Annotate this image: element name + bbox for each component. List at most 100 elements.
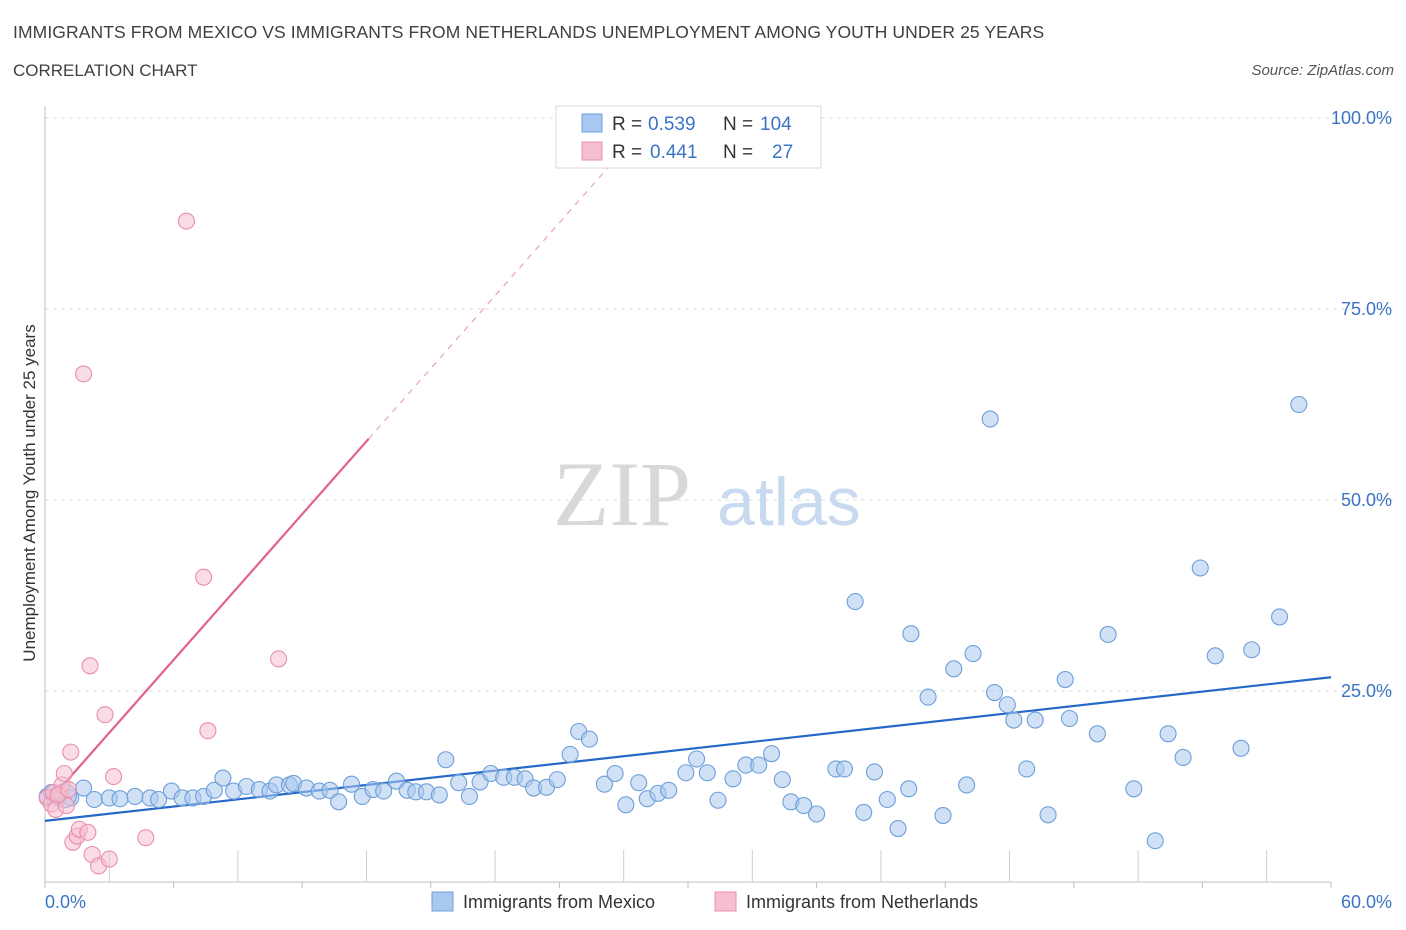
trendline-netherlands-extension: [368, 166, 610, 440]
mexico-point-89: [1026, 711, 1044, 729]
chart-title: IMMIGRANTS FROM MEXICO VS IMMIGRANTS FRO…: [13, 22, 1045, 42]
mexico-point-38: [450, 774, 468, 792]
mexico-point-27: [330, 793, 348, 811]
mexico-point-86: [998, 696, 1016, 714]
netherlands-point-26: [60, 781, 78, 799]
mexico-point-72: [846, 593, 864, 611]
mexico-point-97: [1159, 725, 1177, 743]
mexico-point-85: [985, 683, 1004, 702]
netherlands-point-17: [96, 706, 114, 724]
mexico-point-81: [945, 660, 963, 678]
mexico-point-48: [561, 745, 579, 763]
mexico-point-50: [580, 730, 598, 748]
zipatlas-watermark: ZIP atlas: [553, 443, 861, 545]
mexico-point-31: [375, 782, 393, 800]
mexico-point-90: [1039, 806, 1057, 824]
mexico-point-8: [126, 787, 144, 805]
bottom-legend-swatch-mexico: [431, 891, 454, 912]
y-tick-label-3: 100.0%: [1331, 108, 1392, 128]
tick-labels: 25.0% 50.0% 75.0% 100.0% 0.0% 60.0%: [45, 108, 1392, 912]
netherlands-point-6: [55, 764, 73, 783]
mexico-point-58: [677, 764, 695, 782]
bottom-legend: Immigrants from Mexico Immigrants from N…: [431, 891, 978, 912]
mexico-point-7: [111, 790, 129, 808]
netherlands-point-18: [100, 850, 118, 868]
mexico-point-100: [1206, 647, 1224, 665]
mexico-point-79: [919, 688, 937, 706]
mexico-point-57: [660, 781, 678, 799]
mexico-point-76: [889, 819, 907, 838]
mexico-point-61: [709, 791, 727, 809]
mexico-point-62: [724, 770, 742, 788]
mexico-point-54: [630, 774, 648, 792]
netherlands-point-22: [195, 568, 213, 586]
mexico-point-84: [981, 410, 999, 428]
mexico-point-104: [1290, 395, 1308, 414]
top-legend: R = 0.539 N = 104 R = 0.441 N = 27: [555, 105, 822, 169]
mexico-point-98: [1174, 748, 1192, 767]
netherlands-point-12: [75, 365, 93, 383]
bottom-legend-swatch-netherlands: [714, 891, 737, 912]
mexico-point-16: [214, 769, 232, 787]
bottom-legend-label-netherlands: Immigrants from Netherlands: [746, 892, 978, 912]
mexico-point-68: [795, 797, 813, 815]
bottom-legend-label-mexico: Immigrants from Mexico: [463, 892, 655, 912]
legend-r-value-mexico: 0.539: [648, 114, 696, 135]
grid-lines: [45, 117, 1393, 692]
y-axis-label: Unemployment Among Youth under 25 years: [20, 324, 39, 661]
y-tick-label-2: 75.0%: [1341, 299, 1392, 319]
mexico-point-96: [1146, 832, 1164, 850]
mexico-point-74: [865, 763, 884, 781]
mexico-point-93: [1088, 725, 1106, 743]
legend-r-value-netherlands: 0.441: [650, 142, 698, 163]
mexico-point-60: [698, 764, 716, 782]
netherlands-point-23: [199, 722, 217, 740]
netherlands-point-24: [270, 650, 288, 668]
legend-n-label-netherlands: N =: [723, 142, 753, 163]
netherlands-point-13: [79, 823, 97, 841]
legend-n-label-mexico: N =: [723, 114, 753, 135]
series-netherlands-points: [38, 212, 288, 875]
watermark-zip: ZIP: [553, 443, 691, 545]
netherlands-point-14: [81, 657, 99, 675]
mexico-point-102: [1243, 641, 1261, 659]
mexico-point-5: [85, 790, 103, 809]
legend-swatch-mexico: [581, 113, 603, 133]
source-credit: Source: ZipAtlas.com: [1251, 62, 1394, 79]
mexico-point-91: [1056, 670, 1074, 689]
x-tick-label-0: 0.0%: [45, 892, 86, 912]
mexico-point-87: [1005, 711, 1023, 729]
legend-r-label-mexico: R =: [612, 114, 642, 135]
legend-r-label-netherlands: R =: [612, 142, 642, 163]
mexico-point-47: [548, 771, 566, 789]
mexico-point-37: [437, 751, 455, 769]
mexico-point-75: [878, 790, 896, 809]
mexico-point-69: [808, 805, 826, 823]
mexico-point-52: [606, 764, 624, 783]
x-tick-label-1: 60.0%: [1341, 892, 1392, 912]
mexico-point-36: [430, 786, 448, 804]
trendline-netherlands: [44, 438, 370, 807]
mexico-point-66: [773, 771, 791, 789]
mexico-point-83: [964, 645, 982, 663]
mexico-point-51: [595, 775, 613, 793]
mexico-point-53: [617, 796, 635, 814]
mexico-point-101: [1232, 739, 1250, 757]
mexico-point-94: [1099, 625, 1117, 644]
mexico-point-73: [855, 803, 873, 822]
mexico-point-92: [1060, 709, 1079, 728]
netherlands-point-21: [177, 212, 196, 230]
mexico-point-15: [205, 781, 223, 799]
netherlands-point-8: [62, 743, 80, 761]
mexico-point-77: [900, 780, 918, 798]
mexico-point-78: [902, 625, 920, 643]
y-tick-label-1: 50.0%: [1341, 490, 1392, 510]
axes: [44, 106, 1332, 888]
mexico-point-10: [150, 790, 168, 809]
legend-swatch-netherlands: [581, 141, 603, 161]
mexico-point-71: [835, 760, 854, 778]
legend-n-value-mexico: 104: [760, 114, 792, 135]
mexico-point-28: [342, 775, 361, 793]
mexico-point-59: [688, 750, 706, 768]
